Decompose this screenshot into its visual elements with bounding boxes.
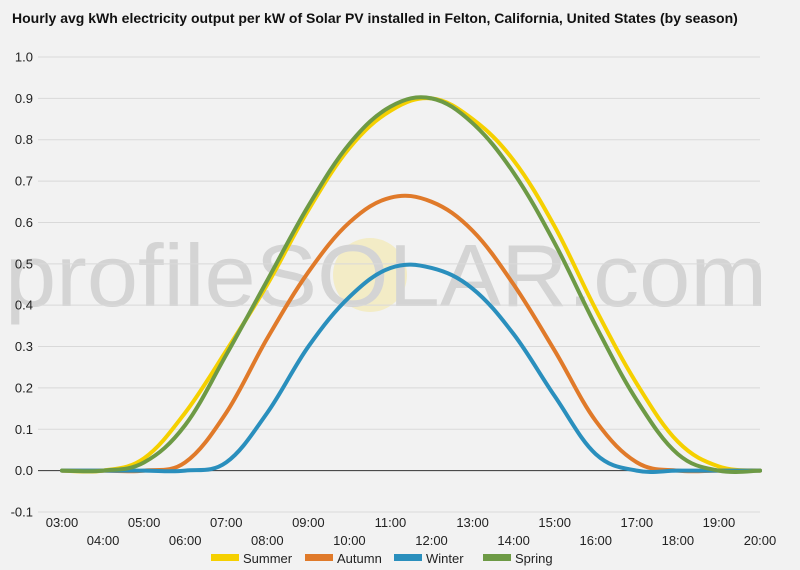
y-tick-label: 0.8: [15, 132, 33, 147]
y-axis: -0.1 0.0 0.1 0.2 0.3 0.4 0.5 0.6 0.7 0.8 0.9 1.0: [11, 50, 33, 520]
x-tick-label: 17:00: [621, 515, 654, 530]
y-tick-label: 0.1: [15, 422, 33, 437]
legend-label-winter: Winter: [426, 551, 464, 566]
series-line-autumn: [60, 193, 762, 474]
chart-title: Hourly avg kWh electricity output per kW…: [12, 10, 738, 26]
legend-swatch-spring: [483, 554, 511, 561]
series-lines: [60, 95, 762, 474]
legend-swatch-summer: [211, 554, 239, 561]
series-line-winter: [60, 262, 762, 474]
x-tick-label: 05:00: [128, 515, 161, 530]
y-tick-label: 0.7: [15, 174, 33, 189]
y-tick-label: 0.4: [15, 298, 33, 313]
x-tick-label: 18:00: [662, 533, 695, 548]
y-tick-label: -0.1: [11, 505, 33, 520]
x-tick-label: 20:00: [744, 533, 777, 548]
y-tick-label: 0.6: [15, 215, 33, 230]
legend-label-autumn: Autumn: [337, 551, 382, 566]
x-tick-label: 16:00: [579, 533, 612, 548]
legend-label-summer: Summer: [243, 551, 293, 566]
x-tick-label: 11:00: [375, 515, 407, 530]
x-tick-label: 14:00: [497, 533, 530, 548]
legend-swatch-winter: [394, 554, 422, 561]
legend-label-spring: Spring: [515, 551, 553, 566]
x-tick-label: 06:00: [169, 533, 202, 548]
x-tick-label: 09:00: [292, 515, 325, 530]
y-tick-label: 0.9: [15, 91, 33, 106]
x-tick-label: 15:00: [538, 515, 571, 530]
y-tick-label: 1.0: [15, 50, 33, 65]
x-tick-label: 12:00: [415, 533, 448, 548]
x-tick-label: 13:00: [456, 515, 489, 530]
y-tick-label: 0.0: [15, 463, 33, 478]
x-tick-label: 04:00: [87, 533, 120, 548]
watermark-text: profileSOLAR.com: [5, 226, 767, 325]
y-tick-label: 0.5: [15, 256, 33, 271]
x-tick-label: 10:00: [333, 533, 366, 548]
y-tick-label: 0.3: [15, 339, 33, 354]
series-line-summer: [60, 96, 762, 474]
series-line-spring: [60, 95, 762, 474]
legend-swatch-autumn: [305, 554, 333, 561]
x-tick-label: 07:00: [210, 515, 243, 530]
x-tick-label: 03:00: [46, 515, 79, 530]
legend: Summer Autumn Winter Spring: [211, 551, 553, 566]
x-axis: 03:00 04:00 05:00 06:00 07:00 08:00 09:00 10:00…: [46, 515, 777, 548]
x-tick-label: 08:00: [251, 533, 284, 548]
watermark: profileSOLAR.com: [5, 226, 767, 325]
x-tick-label: 19:00: [703, 515, 736, 530]
y-tick-label: 0.2: [15, 380, 33, 395]
